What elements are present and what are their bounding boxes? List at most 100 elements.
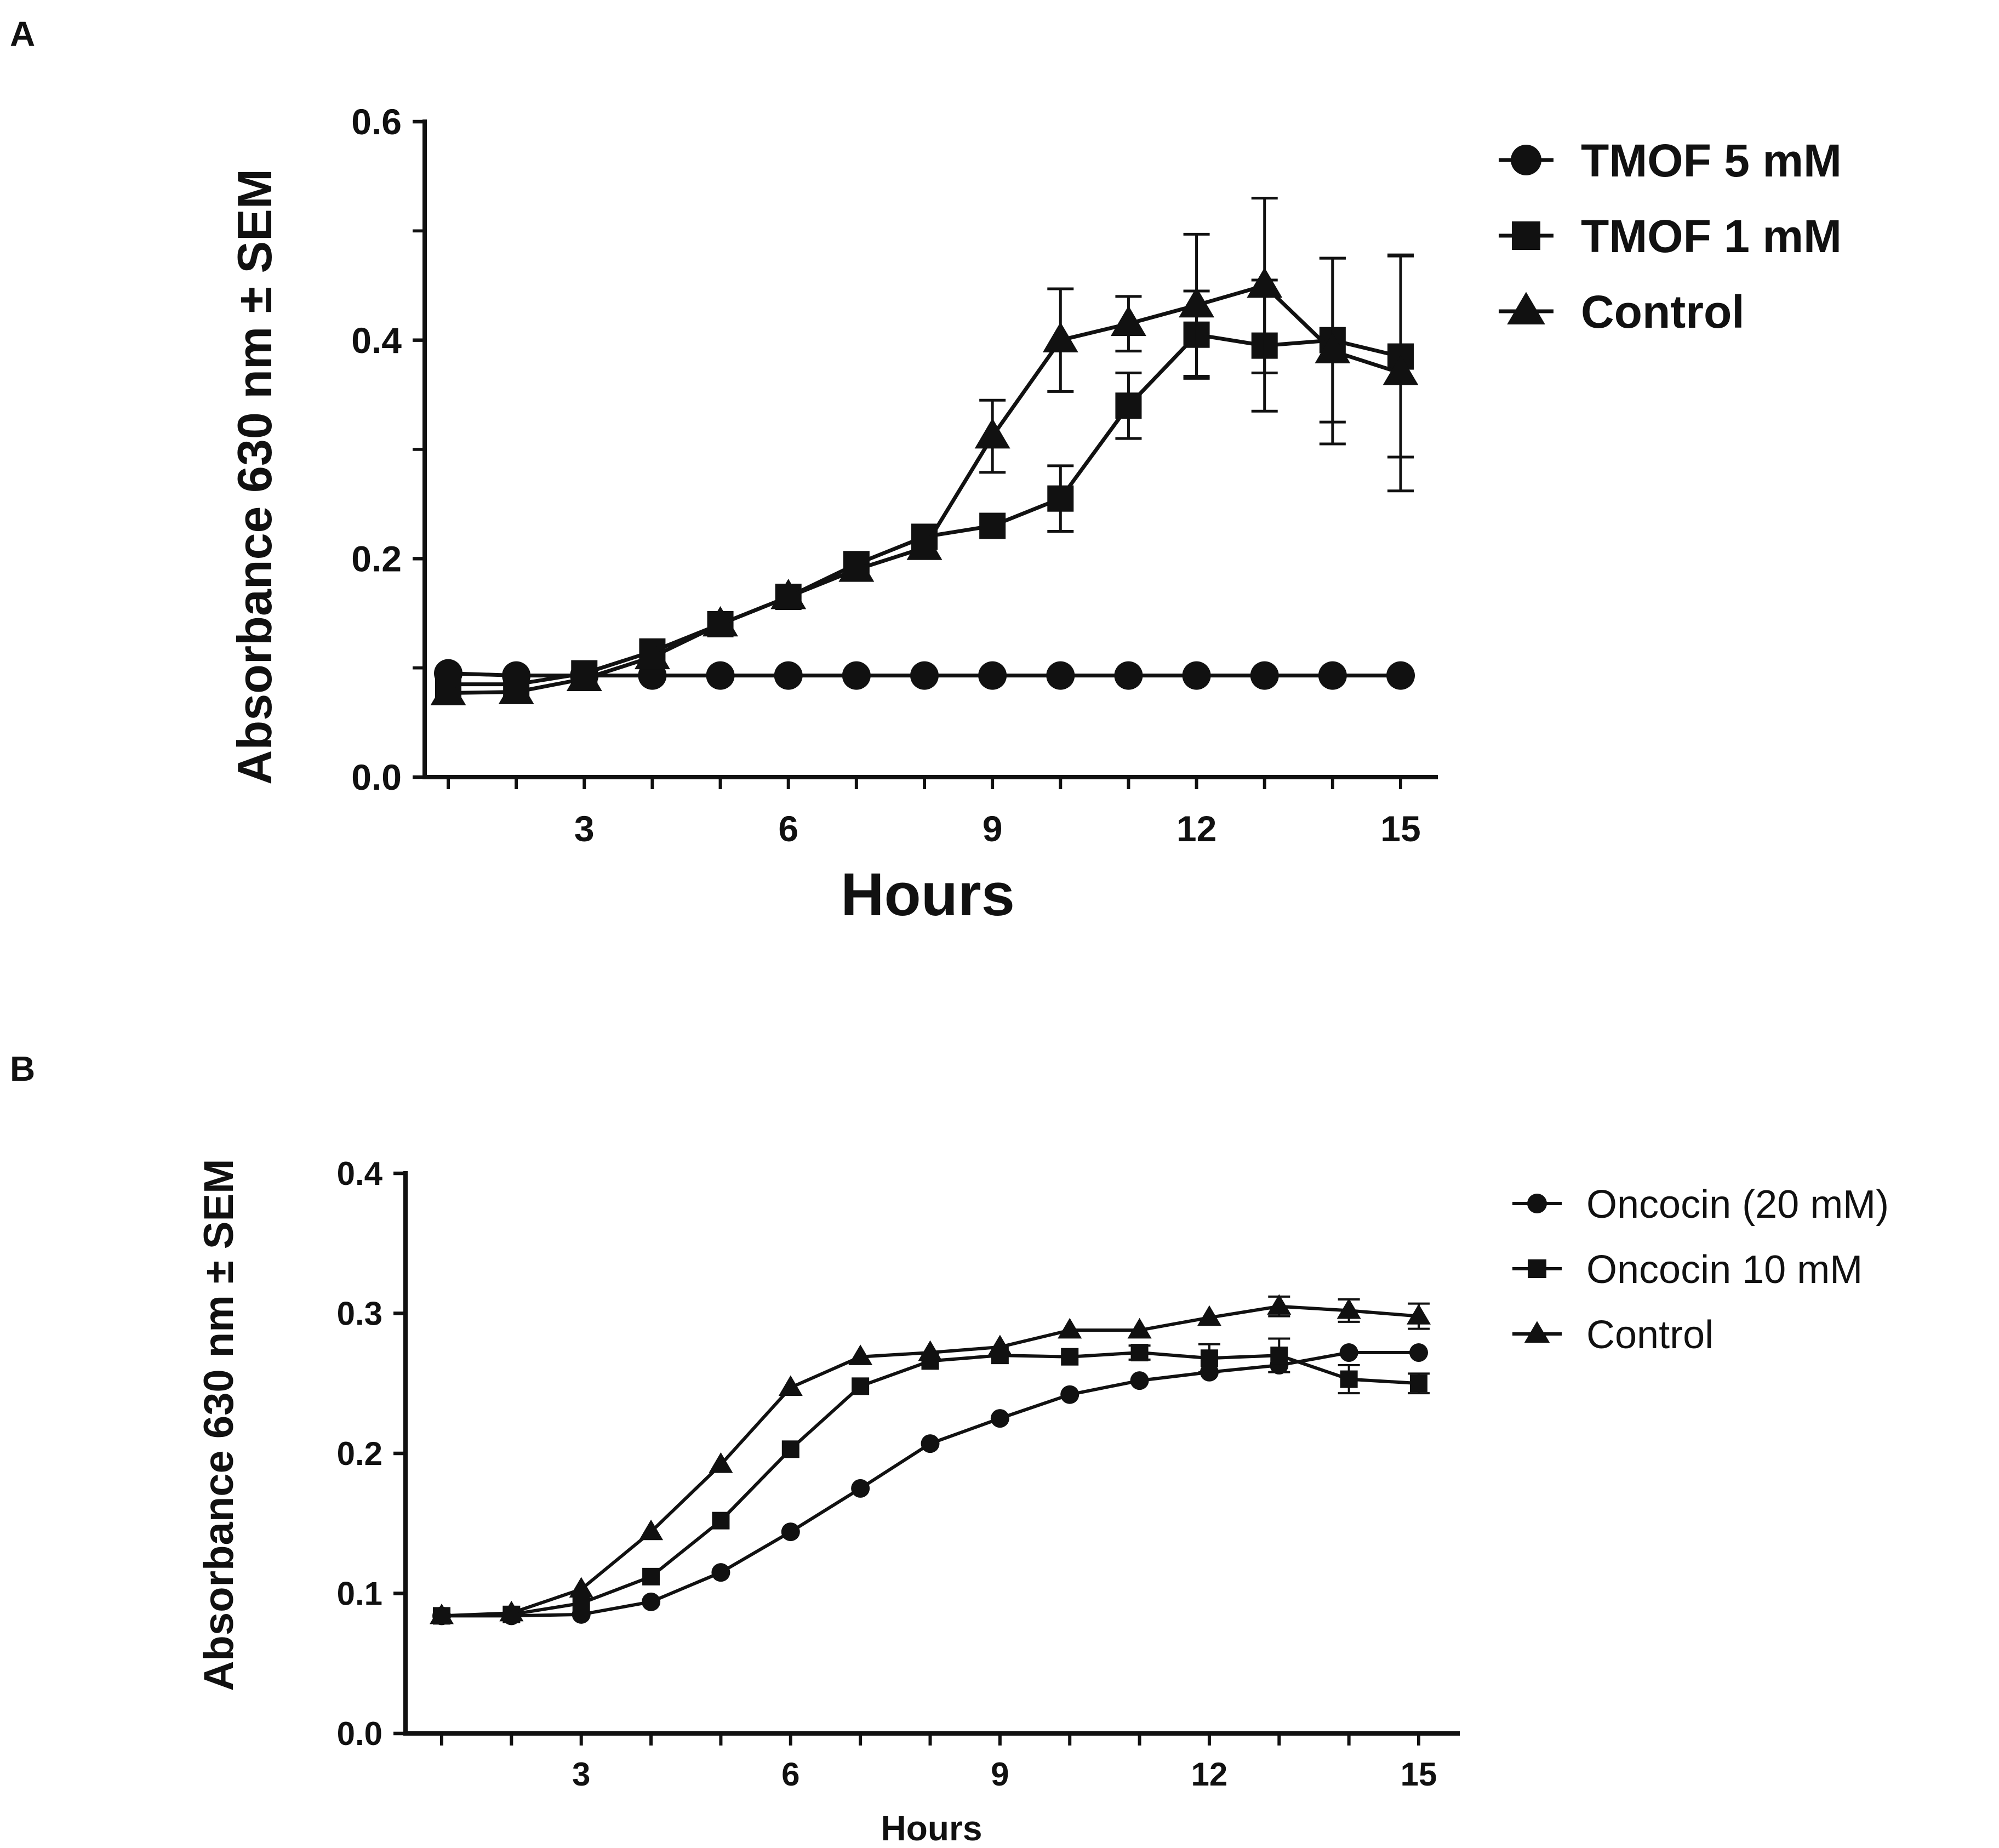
chart-a-series-2 bbox=[435, 254, 1414, 698]
chart-b-data-point bbox=[1130, 1371, 1149, 1390]
chart-a-legend-label: TMOF 1 mM bbox=[1581, 210, 1842, 262]
chart-a-legend-marker bbox=[1507, 292, 1545, 324]
chart-a-data-point bbox=[1114, 661, 1143, 690]
chart-b-y-tick-label: 0.4 bbox=[337, 1155, 383, 1192]
chart-a-data-point bbox=[838, 551, 875, 582]
chart-a-data-point bbox=[1115, 392, 1142, 419]
chart-b-data-point bbox=[642, 1567, 660, 1585]
chart-b-legend-label: Control bbox=[1586, 1313, 1714, 1357]
chart-a: 0.0 0.2 0.4 0.6 3 6 9 12 15 TMOF 5 mM TMOF 1 mM Co… bbox=[227, 101, 1842, 928]
chart-a-data-point bbox=[1247, 267, 1283, 298]
chart-b-y-tick-label: 0.2 bbox=[337, 1435, 382, 1472]
chart-a-data-point bbox=[1046, 661, 1075, 690]
chart-a-data-point bbox=[978, 661, 1007, 690]
panel-letter-b: B bbox=[10, 1049, 35, 1088]
chart-b-data-point bbox=[1409, 1343, 1428, 1362]
chart-b-data-point bbox=[851, 1479, 870, 1498]
panel-letter-a: A bbox=[10, 14, 35, 54]
chart-a-legend: TMOF 5 mM TMOF 1 mM Control bbox=[1499, 135, 1842, 338]
chart-a-data-point bbox=[706, 661, 735, 690]
chart-b-data-point bbox=[429, 1603, 454, 1624]
chart-a-data-point bbox=[842, 661, 871, 690]
chart-b-x-tick-label: 15 bbox=[1401, 1756, 1437, 1793]
chart-a-series-3 bbox=[430, 197, 1419, 705]
chart-b-data-point bbox=[1127, 1317, 1152, 1339]
chart-b-data-point bbox=[1058, 1317, 1082, 1339]
chart-a-data-point bbox=[974, 418, 1010, 449]
chart-a-data-point bbox=[910, 661, 939, 690]
chart-b-x-tick-label: 3 bbox=[572, 1756, 590, 1793]
chart-b-legend: Oncocin (20 mM) Oncocin 10 mM Control bbox=[1512, 1183, 1889, 1357]
chart-a-legend-item: TMOF 1 mM bbox=[1499, 210, 1842, 262]
chart-b-series-2 bbox=[433, 1337, 1430, 1625]
chart-b-x-tick-label: 6 bbox=[781, 1756, 799, 1793]
chart-a-data-point bbox=[1383, 355, 1419, 385]
chart-b-data-point bbox=[1267, 1294, 1292, 1315]
chart-b-data-point bbox=[642, 1592, 661, 1611]
chart-a-legend-marker bbox=[1512, 221, 1540, 250]
chart-b-legend-item: Oncocin 10 mM bbox=[1512, 1248, 1863, 1292]
chart-b-data-point bbox=[987, 1334, 1012, 1355]
chart-b-legend-marker bbox=[1528, 1259, 1546, 1278]
chart-a-x-tick-label: 6 bbox=[778, 808, 798, 849]
chart-b-data-point bbox=[1130, 1344, 1149, 1362]
chart-a-y-tick-label: 0.4 bbox=[351, 320, 402, 361]
chart-a-data-point bbox=[430, 675, 466, 705]
chart-b-series-line bbox=[442, 1351, 1419, 1618]
chart-b-data-point bbox=[1061, 1348, 1079, 1366]
chart-b-data-point bbox=[781, 1440, 799, 1458]
chart-b-data-point bbox=[1270, 1347, 1288, 1365]
chart-b-data-point bbox=[921, 1434, 940, 1453]
chart-b-x-axis-title: Hours bbox=[881, 1809, 983, 1848]
chart-b-legend-label: Oncocin 10 mM bbox=[1586, 1248, 1863, 1292]
chart-b-series-line bbox=[441, 1351, 1419, 1618]
chart-b-legend-marker bbox=[1524, 1321, 1550, 1343]
chart-a-legend-label: Control bbox=[1581, 286, 1745, 338]
chart-b-data-point bbox=[848, 1344, 873, 1365]
chart-b-data-point bbox=[1337, 1298, 1361, 1319]
chart-a-x-tick-label: 3 bbox=[574, 808, 595, 849]
chart-b-data-point bbox=[1406, 1304, 1431, 1325]
chart-b-y-tick-label: 0.1 bbox=[337, 1576, 382, 1612]
chart-a-data-point bbox=[770, 579, 807, 609]
chart-b-data-point bbox=[778, 1375, 803, 1396]
chart-a-legend-label: TMOF 5 mM bbox=[1581, 135, 1842, 186]
chart-a-data-point bbox=[1315, 333, 1351, 363]
chart-b-data-point bbox=[990, 1409, 1009, 1428]
chart-b-series bbox=[429, 1294, 1431, 1625]
chart-b-y-axis-title: Absorbance 630 nm ± SEM bbox=[196, 1159, 242, 1691]
chart-b-data-point bbox=[639, 1519, 664, 1541]
chart-b-data-point bbox=[781, 1522, 800, 1542]
chart-b-data-point bbox=[852, 1377, 870, 1395]
chart-a-x-tick-label: 9 bbox=[983, 808, 1003, 849]
chart-b-legend-marker bbox=[1527, 1194, 1547, 1213]
chart-a-series-line bbox=[448, 333, 1401, 687]
chart-b-data-point bbox=[711, 1563, 730, 1582]
chart-b-data-point bbox=[712, 1512, 730, 1530]
chart-a-x-axis-title: Hours bbox=[841, 861, 1015, 928]
chart-a-data-point bbox=[634, 638, 670, 670]
chart-a-data-point bbox=[1042, 322, 1078, 353]
chart-a-data-point bbox=[1182, 661, 1211, 690]
chart-a-data-point bbox=[1047, 485, 1074, 512]
chart-a-data-point bbox=[702, 606, 739, 637]
chart-a-data-point bbox=[906, 529, 943, 560]
chart-a-y-tick-label: 0.2 bbox=[351, 538, 402, 579]
chart-a-y-tick-label: 0.0 bbox=[351, 757, 402, 797]
chart-b-data-point bbox=[1410, 1374, 1427, 1393]
chart-a-y-axis-title: Absorbance 630 nm ± SEM bbox=[227, 169, 282, 785]
chart-b-data-point bbox=[1197, 1305, 1221, 1326]
chart-a-x-tick-label: 15 bbox=[1380, 808, 1420, 849]
chart-b-legend-item: Oncocin (20 mM) bbox=[1512, 1183, 1889, 1227]
chart-b-series-3 bbox=[429, 1294, 1431, 1624]
chart-a-data-point bbox=[498, 674, 534, 704]
chart-b-data-point bbox=[709, 1452, 733, 1473]
chart-a-data-point bbox=[1386, 661, 1415, 690]
chart-b-x-tick-label: 9 bbox=[991, 1756, 1009, 1793]
chart-b-legend-item: Control bbox=[1512, 1313, 1714, 1357]
chart-a-data-point bbox=[1110, 305, 1146, 336]
chart-b-data-point bbox=[569, 1577, 593, 1598]
chart-b-data-point bbox=[1339, 1343, 1358, 1362]
chart-a-series bbox=[430, 197, 1419, 705]
